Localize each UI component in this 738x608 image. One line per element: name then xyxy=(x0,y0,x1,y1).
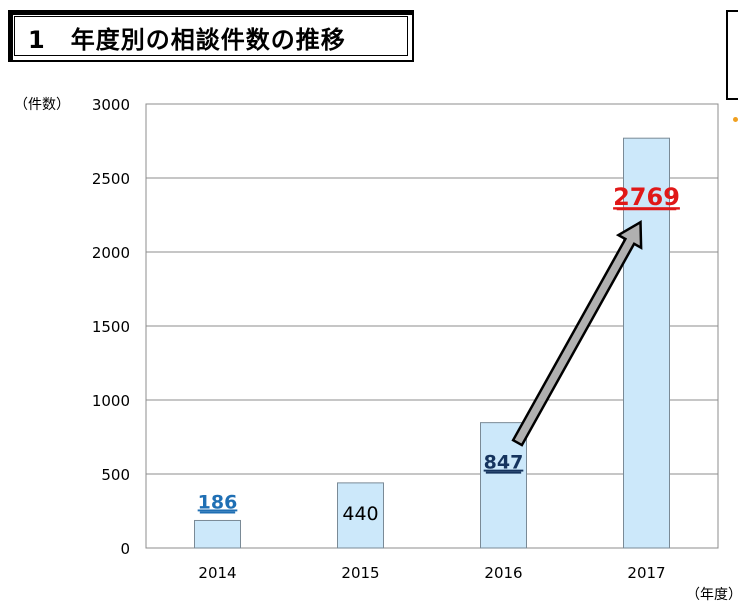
x-tick-label: 2016 xyxy=(484,564,522,582)
x-axis-unit-label: （年度） xyxy=(686,587,738,603)
legend-frame-edge xyxy=(726,10,738,100)
y-tick-label: 1500 xyxy=(92,318,130,336)
y-axis-unit-label: （件数） xyxy=(14,97,70,113)
y-tick-label: 3000 xyxy=(92,96,130,114)
page-title: 1 年度別の相談件数の推移 xyxy=(28,26,346,54)
y-tick-label: 2000 xyxy=(92,244,130,262)
title-box-inner xyxy=(14,16,408,56)
data-label-2014: 186 xyxy=(198,491,238,513)
y-tick-label: 0 xyxy=(120,540,130,558)
x-tick-label: 2017 xyxy=(627,564,665,582)
data-label-2015: 440 xyxy=(342,503,378,525)
bar-2015 xyxy=(337,482,384,549)
growth-arrow xyxy=(511,220,643,447)
orange-marker xyxy=(733,117,738,122)
x-tick-label: 2014 xyxy=(198,564,236,582)
y-tick-label: 2500 xyxy=(92,170,130,188)
title-box: 1 年度別の相談件数の推移 xyxy=(8,10,414,62)
y-tick-label: 500 xyxy=(101,466,130,484)
y-tick-label: 1000 xyxy=(92,392,130,410)
bar-2014 xyxy=(194,519,241,549)
x-tick-label: 2015 xyxy=(341,564,379,582)
data-label-2017: 2769 xyxy=(613,183,680,211)
bar-2017 xyxy=(623,137,670,549)
data-label-2016: 847 xyxy=(484,452,524,474)
